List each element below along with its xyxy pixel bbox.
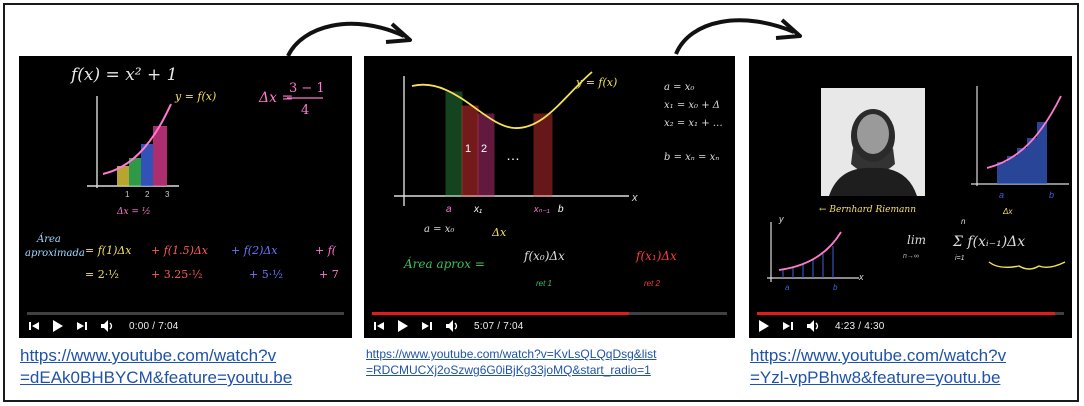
right-eq-2: x₁ = x₀ + Δ — [664, 100, 720, 111]
volume-icon[interactable] — [807, 320, 821, 332]
tick-2: 2 — [145, 190, 150, 199]
sum-term-3: + f(2)Δx — [231, 244, 278, 257]
progress-bar-3[interactable] — [757, 312, 1064, 315]
dots: … — [506, 147, 520, 163]
sum-term-2: + f(1.5)Δx — [151, 244, 209, 257]
video-player-1[interactable]: f(x) = x² + 1 y = f(x) 1 2 3 Δx = ½ Δx =… — [19, 56, 352, 338]
sum-term-1: = f(1)Δx — [85, 244, 132, 257]
ret-2: ret 2 — [644, 279, 661, 288]
lim-sub: n→∞ — [903, 253, 919, 260]
area-approx-label: Área aprox = — [403, 256, 485, 271]
curve-label: y = f(x) — [174, 90, 216, 103]
video-link-3-line1: https://www.youtube.com/watch?v — [750, 346, 1007, 365]
ret-1: ret 1 — [536, 279, 552, 288]
axis-x-label: x — [631, 192, 638, 204]
video-player-2[interactable]: x y = f(x) 1 2 … a x₁ xₙ₋₁ b a = x₀ Δx Á… — [364, 56, 735, 338]
math-board-1: f(x) = x² + 1 y = f(x) 1 2 3 Δx = ½ Δx =… — [25, 65, 339, 281]
a-equals-x0: a = x₀ — [424, 224, 454, 235]
value-1: = 2·½ — [85, 268, 119, 281]
dx-label: Δx = — [258, 90, 293, 106]
sum-bottom: i=1 — [955, 255, 965, 262]
sum-expression: Σ f(xᵢ₋₁)Δx — [952, 234, 1025, 250]
curved-arrow-2 — [674, 18, 802, 55]
play-icon[interactable] — [53, 320, 63, 332]
area-word-1: Área — [36, 233, 61, 245]
curved-arrow-1 — [286, 21, 412, 57]
curve-label-2: y = f(x) — [575, 76, 617, 89]
video-link-1-line2: =dEAk0BHBYCM&feature=youtu.be — [20, 368, 293, 387]
dx-label-2: Δx — [491, 226, 507, 239]
volume-icon[interactable] — [101, 320, 115, 332]
previous-icon[interactable] — [374, 321, 384, 331]
rect-label-1: 1 — [465, 143, 471, 155]
lim-label: lim — [907, 233, 926, 247]
player-controls-3: 4:23 / 4:30 — [749, 312, 1072, 338]
player-controls-2: 5:07 / 7:04 — [364, 312, 735, 338]
x-label-xn1: xₙ₋₁ — [533, 204, 550, 214]
video-link-2-line2: =RDCMUCXj2oSzwg6G0iBjKg33joMQ&start_radi… — [366, 363, 651, 377]
area-word-2: aproximada — [25, 248, 85, 259]
video-link-3-line2: =Yzl-vpPBhw8&feature=youtu.be — [750, 368, 1001, 387]
video-link-2[interactable]: https://www.youtube.com/watch?v=KvLsQLQq… — [366, 346, 656, 378]
right-eq-4: b = xₙ = xₙ — [664, 152, 719, 163]
player-controls-1: 0:00 / 7:04 — [19, 312, 352, 338]
next-icon[interactable] — [422, 321, 432, 331]
next-icon[interactable] — [77, 321, 87, 331]
portrait-caption: ← Bernhard Riemann — [819, 205, 916, 215]
value-4: + 7 — [319, 268, 339, 281]
left-b-label: b — [833, 283, 838, 292]
dx-value: Δx = ½ — [116, 206, 151, 217]
video-player-3[interactable]: ← Bernhard Riemann a b Δx y x a b lim n→… — [749, 56, 1072, 338]
math-board-2: x y = f(x) 1 2 … a x₁ xₙ₋₁ b a = x₀ Δx Á… — [394, 71, 723, 288]
term-1: f(x₀)Δx — [523, 249, 565, 263]
function-title: f(x) = x² + 1 — [69, 65, 177, 85]
value-3: + 5·½ — [249, 268, 283, 281]
next-icon[interactable] — [783, 321, 793, 331]
right-eq-3: x₂ = x₁ + … — [664, 118, 723, 129]
progress-bar-1[interactable] — [27, 312, 344, 315]
progress-bar-2[interactable] — [372, 312, 727, 315]
time-display-1: 0:00 / 7:04 — [129, 320, 179, 332]
video-link-1-line1: https://www.youtube.com/watch?v — [20, 346, 277, 365]
tick-1: 1 — [125, 190, 130, 199]
right-dx-label: Δx — [1002, 207, 1013, 216]
axis-x-label-3: x — [858, 272, 864, 282]
left-a-label: a — [785, 283, 790, 292]
play-icon[interactable] — [759, 320, 769, 332]
rect-label-2: 2 — [481, 143, 487, 155]
x-label-x1: x₁ — [473, 204, 482, 215]
term-2: f(x₁)Δx — [635, 249, 677, 263]
sum-top: n — [961, 217, 966, 226]
volume-icon[interactable] — [446, 320, 460, 332]
right-a-label: a — [999, 190, 1004, 200]
dx-numerator: 3 − 1 — [289, 81, 325, 96]
axis-y-label-3: y — [778, 214, 784, 224]
time-display-3: 4:23 / 4:30 — [835, 320, 885, 332]
progress-fill-2 — [372, 312, 630, 315]
right-b-label: b — [1049, 190, 1054, 200]
x-label-a: a — [446, 204, 452, 215]
play-icon[interactable] — [398, 320, 408, 332]
tick-3: 3 — [165, 190, 170, 199]
right-eq-1: a = x₀ — [664, 82, 694, 93]
value-2: + 3.25·½ — [151, 268, 202, 281]
math-board-3: ← Bernhard Riemann a b Δx y x a b lim n→… — [767, 86, 1069, 292]
dx-denominator: 4 — [301, 103, 309, 118]
video-link-2-line1: https://www.youtube.com/watch?v=KvLsQLQq… — [366, 347, 657, 361]
x-label-b: b — [558, 204, 564, 215]
video-link-1[interactable]: https://www.youtube.com/watch?v =dEAk0BH… — [20, 345, 292, 389]
video-link-3[interactable]: https://www.youtube.com/watch?v =Yzl-vpP… — [750, 345, 1006, 389]
previous-icon[interactable] — [29, 321, 39, 331]
time-display-2: 5:07 / 7:04 — [474, 320, 524, 332]
sum-term-4: + f( — [315, 244, 337, 257]
progress-fill-3 — [757, 312, 1055, 315]
